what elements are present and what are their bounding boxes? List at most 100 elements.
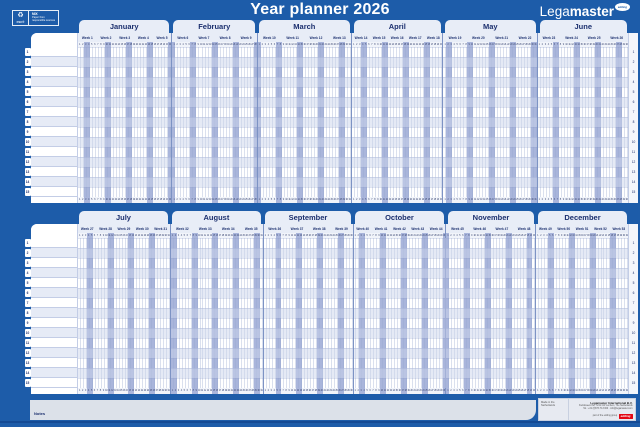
day-column	[442, 238, 446, 388]
day-cell: 11	[383, 233, 387, 238]
fsc-label: MIX Paper from responsible sources	[32, 11, 56, 23]
day-cell: 2	[173, 233, 177, 238]
day-cell: 30	[439, 198, 442, 201]
day-cell: 12	[568, 388, 572, 394]
row-number-label: 10	[631, 140, 636, 144]
month-tab-may: May	[445, 20, 536, 33]
week-label: Week 49	[539, 226, 552, 231]
day-cell: 24	[147, 197, 151, 203]
day-cell: 27	[431, 234, 434, 237]
row-number-tab: 10	[24, 138, 31, 146]
day-cell: 14	[117, 234, 120, 237]
day-cell: 10	[197, 389, 201, 392]
day-cell: 13	[299, 388, 303, 394]
week-label: Week 52	[594, 226, 607, 231]
day-cell: 10	[473, 389, 476, 392]
page-title: Year planner 2026	[250, 1, 390, 18]
day-cell: 3	[544, 198, 546, 201]
day-cell: 2	[357, 234, 359, 237]
day-cell: 25	[518, 389, 521, 392]
day-cell: 11	[107, 388, 111, 394]
day-number-strip-bottom: 1 2 3 4 5 6 7 8 9 10 11 12 13 14 15 16 17 18 19 20 21 22 23 24 2…	[537, 197, 628, 203]
day-cell: 17	[400, 43, 403, 46]
week-label: Week 16	[390, 35, 404, 40]
day-cell: 28	[434, 389, 437, 392]
day-cell: 16	[308, 389, 311, 392]
week-label: Week 13	[333, 35, 346, 40]
day-cell: 10	[199, 43, 203, 46]
day-cell: 10	[379, 43, 382, 46]
day-cell: 17	[400, 198, 403, 201]
edding-logo: edding	[618, 413, 633, 419]
day-cell: 3	[264, 43, 266, 46]
week-header: Week 49 Week 50 Week 51 Week 52 Week 53	[536, 224, 629, 233]
day-cell: 17	[491, 42, 495, 47]
row-number-tab: 15	[24, 188, 31, 196]
day-cell: 14	[482, 43, 486, 46]
day-cell: 28	[525, 198, 528, 201]
day-cell: 18	[221, 389, 224, 392]
row-number-label: 1	[632, 50, 635, 54]
day-cell: 28	[616, 234, 619, 237]
day-cell: 27	[522, 198, 525, 201]
day-cell: 18	[589, 43, 592, 46]
names-row	[31, 137, 77, 147]
day-column	[348, 47, 352, 197]
row-number-tab: 10	[24, 329, 31, 337]
day-cell: 29	[347, 234, 350, 237]
day-cell: 19	[312, 198, 315, 201]
month-grid-rows	[263, 238, 353, 388]
day-cell: 31	[260, 234, 263, 237]
day-cell: 4	[86, 388, 90, 394]
day-cell: 21	[505, 388, 509, 394]
day-cell: 30	[256, 388, 260, 394]
day-cell: 1	[264, 389, 266, 392]
day-number-strip-bottom: 1 2 3 4 5 6 7 8 9 10 11 12 13 14 15 16 17 18 19 20 21 22 23 24 2…	[353, 388, 446, 394]
day-cell: 8	[374, 43, 376, 46]
day-cell: 28	[525, 43, 528, 46]
day-cell: 23	[329, 234, 332, 237]
day-cell: 15	[394, 43, 397, 46]
day-cell: 10	[105, 234, 108, 237]
day-cell: 17	[311, 234, 314, 237]
names-row	[31, 117, 77, 127]
day-cell: 30	[532, 234, 535, 237]
day-cell: 15	[394, 198, 397, 201]
day-cell: 2	[541, 198, 543, 201]
day-cell: 21	[412, 198, 415, 201]
day-cell: 1	[446, 233, 450, 238]
day-cell: 26	[428, 234, 431, 237]
row-number-label: 3	[632, 70, 635, 74]
day-cell: 8	[467, 388, 471, 394]
day-cell: 9	[471, 234, 473, 237]
day-cell: 11	[568, 198, 571, 201]
day-cell: 17	[125, 234, 129, 237]
day-cell: 1	[538, 43, 540, 46]
day-cell: 19	[312, 43, 315, 46]
day-cell: 5	[183, 389, 185, 392]
day-cell: 12	[205, 43, 209, 46]
day-cell: 26	[153, 43, 156, 46]
day-cell: 23	[418, 43, 421, 46]
edding-oval-icon: edding	[615, 3, 630, 11]
day-cell: 28	[158, 389, 161, 392]
fsc-certification-block: ♻ FSC® MIX Paper from responsible source…	[12, 10, 60, 26]
day-column	[260, 238, 263, 388]
day-cell: 15	[299, 197, 303, 203]
day-cell: 10	[285, 198, 288, 201]
day-cell: 21	[596, 234, 599, 237]
day-cell: 26	[427, 197, 431, 203]
day-cell: 7	[97, 198, 99, 201]
day-cell: 15	[486, 198, 489, 201]
day-cell: 12	[296, 388, 300, 394]
names-row	[31, 348, 77, 358]
week-label: Week 42	[393, 226, 406, 231]
day-cell: 11	[568, 43, 571, 46]
names-row	[31, 238, 77, 248]
names-row	[31, 107, 77, 117]
row-number-tab: 14	[24, 178, 31, 186]
week-header: Week 45 Week 46 Week 47 Week 48	[446, 224, 536, 233]
day-cell: 24	[607, 198, 610, 201]
day-cell: 20	[135, 198, 138, 201]
month-grid-rows	[537, 47, 629, 197]
